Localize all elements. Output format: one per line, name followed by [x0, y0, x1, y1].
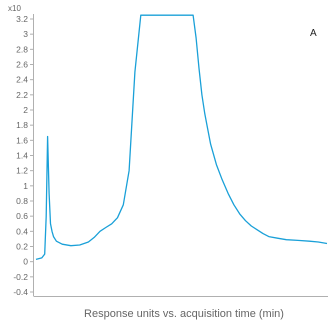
- y-tick-label: 2.6: [16, 60, 28, 70]
- y-tick-label: 0: [23, 257, 28, 267]
- y-tick-label: -0.2: [13, 272, 28, 282]
- y-tick-label: -0.4: [13, 287, 28, 297]
- y-tick-label: 2: [23, 105, 28, 115]
- panel-label: A: [310, 28, 317, 39]
- x-axis-label: Response units vs. acquisition time (min…: [84, 308, 284, 320]
- y-tick-label: 1.6: [16, 135, 28, 145]
- y-tick-label: 0.4: [16, 226, 28, 236]
- y-ticks: 3.2 3 2.8 2.6 2.4 2.2 2 1.8 1.6 1.4 1.2 1 0.8 0.6 0.4 0…: [13, 14, 34, 297]
- y-tick-label: 1.4: [16, 151, 28, 161]
- y-tick-label: 3.2: [16, 14, 28, 24]
- series-layer: [35, 14, 328, 261]
- y-tick-label: 3: [23, 29, 28, 39]
- series-line: [35, 14, 328, 261]
- y-exponent-label: x10: [8, 4, 21, 13]
- y-tick-label: 1.8: [16, 120, 28, 130]
- y-tick-label: 0.8: [16, 196, 28, 206]
- y-tick-label: 0.6: [16, 211, 28, 221]
- y-tick-label: 0.2: [16, 242, 28, 252]
- y-tick-label: 2.4: [16, 75, 28, 85]
- y-tick-label: 2.8: [16, 44, 28, 54]
- y-tick-label: 2.2: [16, 90, 28, 100]
- y-tick-label: 1.2: [16, 166, 28, 176]
- y-tick-label: 1: [23, 181, 28, 191]
